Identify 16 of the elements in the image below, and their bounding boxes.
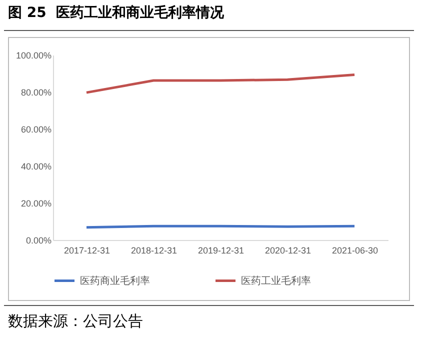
y-tick-label: 80.00% — [20, 88, 52, 98]
source-note: 数据来源：公司公告 — [8, 312, 143, 331]
x-tick-label: 2019-12-31 — [198, 246, 244, 256]
chart-title: 图 25 医药工业和商业毛利率情况 — [8, 4, 224, 22]
x-tick-label: 2020-12-31 — [264, 246, 312, 256]
x-tick-label: 2021-06-30 — [332, 246, 378, 256]
legend-label: 医药商业毛利率 — [80, 274, 150, 287]
y-tick-label: 0.00% — [26, 236, 52, 246]
y-tick-label: 100.00% — [16, 50, 52, 60]
line-series — [85, 74, 356, 94]
x-tick-label: 2018-12-31 — [130, 246, 178, 256]
y-tick-label: 40.00% — [20, 162, 52, 172]
legend-label: 医药工业毛利率 — [241, 274, 311, 287]
y-tick-label: 20.00% — [20, 198, 52, 208]
y-tick-label: 60.00% — [20, 124, 52, 134]
x-tick-label: 2017-12-31 — [64, 246, 110, 256]
